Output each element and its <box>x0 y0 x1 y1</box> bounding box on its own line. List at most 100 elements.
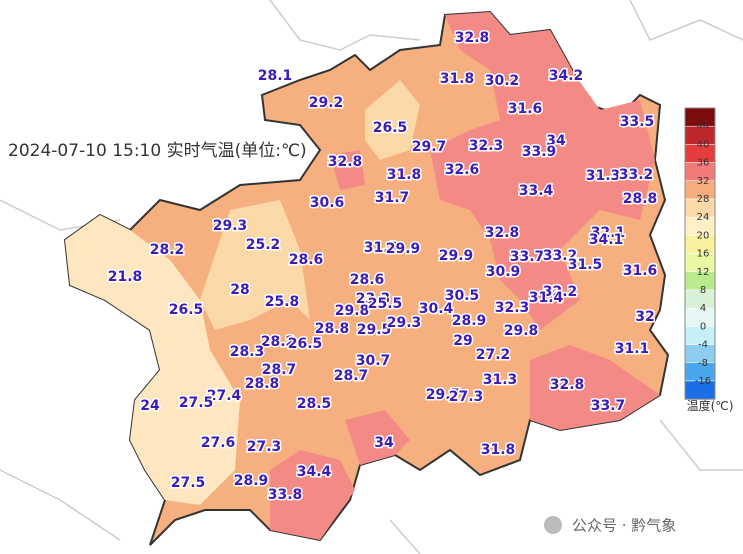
station-value: 28.6 <box>289 252 324 268</box>
station-value: 30.9 <box>486 264 521 280</box>
station-value: 21.8 <box>108 269 143 285</box>
station-value: 34.1 <box>589 232 624 248</box>
station-value: 30.4 <box>419 301 454 317</box>
station-value: 27.2 <box>476 347 511 363</box>
station-value: 28.5 <box>297 396 332 412</box>
station-value: 27.3 <box>247 439 282 455</box>
station-value: 30.7 <box>356 353 391 369</box>
station-value: 34 <box>546 133 566 149</box>
station-value: 28.7 <box>262 362 297 378</box>
station-value: 24 <box>140 398 160 414</box>
legend-label: 24 <box>697 212 710 223</box>
legend-label: 28 <box>697 194 710 205</box>
station-value: 28.8 <box>245 376 280 392</box>
station-value: 31.8 <box>387 167 422 183</box>
station-value: 29.7 <box>412 139 447 155</box>
station-value: 31.5 <box>568 257 603 273</box>
stations: 32.828.1 31.8 30.2 34.229.2 31.633.526.529.7… <box>106 29 659 505</box>
station-value: 29.8 <box>504 323 539 339</box>
station-value: 32.8 <box>550 377 585 393</box>
station-value: 28.7 <box>334 368 369 384</box>
station-value: 33.7 <box>591 398 626 414</box>
station-value: 31.6 <box>623 263 658 279</box>
station-value: 29.2 <box>309 95 344 111</box>
station-value: 28 <box>230 282 249 298</box>
legend-label: 12 <box>697 267 710 278</box>
legend-label: 0 <box>700 321 706 332</box>
title: 2024-07-10 15:10 实时气温(单位:℃) <box>8 141 307 161</box>
station-value: 33.7 <box>510 249 545 265</box>
station-value: 28.2 <box>261 334 296 350</box>
station-value: 32.8 <box>485 225 520 241</box>
station-value: 32.1 <box>591 225 626 241</box>
legend-label: -16 <box>695 376 711 387</box>
station-value: 32.2 <box>543 284 578 300</box>
station-value: 26.5 <box>169 302 204 318</box>
station-value: 25.5 <box>368 296 403 312</box>
station-value: 31.6 <box>508 101 543 117</box>
station-value: 31.8 <box>440 71 475 87</box>
legend-label: -4 <box>698 340 708 351</box>
legend-label: -8 <box>698 358 708 369</box>
station-value: 32.3 <box>495 300 530 316</box>
station-value: 31.4 <box>529 290 564 306</box>
legend-label: 44 <box>697 121 710 132</box>
station-value: 32.3 <box>469 138 504 154</box>
temperature-zones <box>65 12 660 540</box>
station-value: 33.2 <box>543 248 578 264</box>
station-value: 29 <box>453 333 472 349</box>
station-value: 27.5 <box>179 395 214 411</box>
station-value: 26.5 <box>288 336 323 352</box>
station-value: 31.8 <box>481 442 516 458</box>
station-value: 29.3 <box>213 218 248 234</box>
station-value: 27.4 <box>207 388 242 404</box>
station-value: 30.2 <box>485 73 520 89</box>
station-value: 27.6 <box>201 435 236 451</box>
station-value: 27.3 <box>449 389 484 405</box>
station-value: 25.2 <box>246 237 281 253</box>
station-value: 28.9 <box>234 473 269 489</box>
station-value: 28.6 <box>350 272 385 288</box>
station-value: 34 <box>374 435 394 451</box>
station-value: 33.2 <box>619 167 654 183</box>
station-value: 29.3 <box>387 315 422 331</box>
station-value: 29.5 <box>357 322 392 338</box>
station-value: 33.8 <box>268 487 303 503</box>
legend-label: 20 <box>697 230 710 241</box>
legend-label: 40 <box>697 139 710 150</box>
station-value: 29.8 <box>335 303 370 319</box>
station-value: 32.6 <box>445 162 480 178</box>
legend-label: 32 <box>697 176 710 187</box>
station-value: 26.5 <box>373 120 408 136</box>
station-value: 34.4 <box>297 464 332 480</box>
station-value: 28.3 <box>230 344 265 360</box>
station-value: 28.2 <box>150 242 185 258</box>
station-value: 28.9 <box>452 313 487 329</box>
legend-label: 4 <box>700 303 706 314</box>
station-value: 31.1 <box>615 341 650 357</box>
station-value: 30.5 <box>445 288 480 304</box>
station-value: 31.3 <box>586 168 621 184</box>
station-value: 29.9 <box>386 241 421 257</box>
station-value: 29.7 <box>426 387 461 403</box>
station-value: 32 <box>635 309 654 325</box>
station-value: 23.3 <box>356 291 391 307</box>
station-value: 33.9 <box>522 144 557 160</box>
station-value: 31.7 <box>375 190 410 206</box>
watermark: 公众号 · 黔气象 <box>572 517 676 535</box>
legend-label: 16 <box>697 249 710 260</box>
station-value: 33.5 <box>620 114 655 130</box>
station-value: 30.6 <box>310 195 345 211</box>
station-value: 28.1 <box>258 68 293 84</box>
station-value: 32.8 <box>455 30 490 46</box>
station-value: 28.8 <box>315 321 350 337</box>
station-value: 29.9 <box>439 248 474 264</box>
station-value: 28.8 <box>623 191 658 207</box>
station-value: 31.3 <box>364 240 399 256</box>
station-value: 25.8 <box>265 294 300 310</box>
legend-title: 温度(℃) <box>687 398 734 413</box>
station-value: 27.5 <box>171 475 206 491</box>
